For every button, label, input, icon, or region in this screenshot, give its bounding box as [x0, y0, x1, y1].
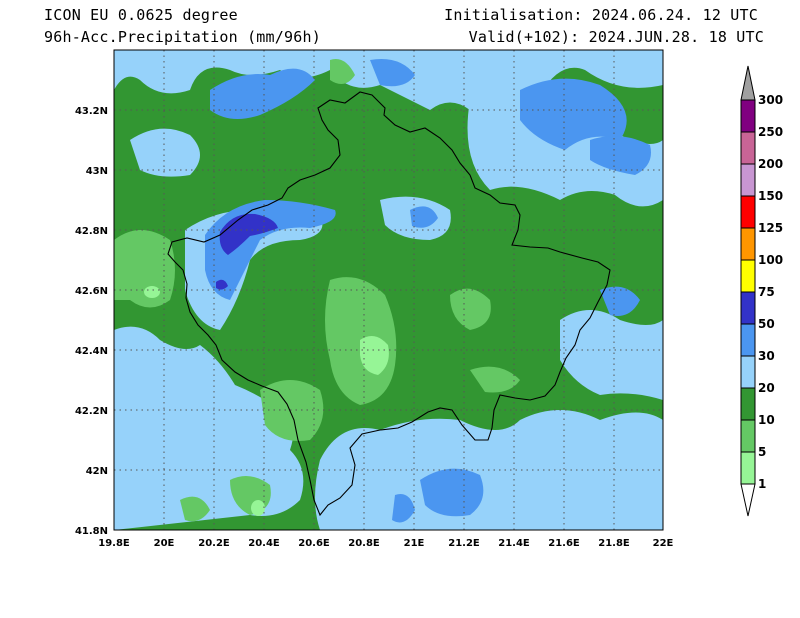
- legend-color-box: [740, 163, 756, 197]
- lat-label: 42.6N: [75, 286, 108, 297]
- variable-title: 96h-Acc.Precipitation (mm/96h): [44, 28, 321, 46]
- legend-color-box: [740, 355, 756, 389]
- color-legend: 300 250 200 150 125 100 75 50 30 20 10 5…: [740, 65, 783, 517]
- lon-label: 20E: [154, 538, 175, 549]
- country-border: [167, 91, 611, 517]
- lat-label: 42.4N: [75, 346, 108, 357]
- init-time: Initialisation: 2024.06.24. 12 UTC: [444, 6, 758, 24]
- lon-label: 21.8E: [598, 538, 630, 549]
- field-1-5: [144, 286, 389, 516]
- legend-color-box: [740, 451, 756, 485]
- legend-cap-bottom: [740, 483, 756, 517]
- legend-level: 1: [758, 477, 766, 491]
- legend-level: 20: [758, 381, 775, 395]
- legend-level: 50: [758, 317, 775, 331]
- lon-label: 20.2E: [198, 538, 230, 549]
- lat-label: 43N: [86, 166, 108, 177]
- legend-level: 250: [758, 125, 783, 139]
- legend-level: 150: [758, 189, 783, 203]
- field-50-75: [216, 213, 278, 290]
- legend-color-box: [740, 227, 756, 261]
- lat-label: 42.8N: [75, 226, 108, 237]
- valid-time: Valid(+102): 2024.JUN.28. 18 UTC: [468, 28, 764, 46]
- legend-cap-top: [740, 65, 756, 101]
- lon-label: 19.8E: [98, 538, 130, 549]
- map-frame: [113, 49, 664, 531]
- precipitation-field: [114, 50, 663, 530]
- lon-label: 22E: [653, 538, 674, 549]
- legend-level: 100: [758, 253, 783, 267]
- legend-color-box: [740, 419, 756, 453]
- legend-level: 30: [758, 349, 775, 363]
- legend-color-box: [740, 99, 756, 133]
- lat-label: 42.2N: [75, 406, 108, 417]
- legend-color-box: [740, 259, 756, 293]
- lat-label: 43.2N: [75, 106, 108, 117]
- lon-label: 20.6E: [298, 538, 330, 549]
- lon-label: 20.4E: [248, 538, 280, 549]
- lon-label: 20.8E: [348, 538, 380, 549]
- model-title: ICON EU 0.0625 degree: [44, 6, 238, 24]
- legend-color-box: [740, 387, 756, 421]
- lon-label: 21E: [404, 538, 425, 549]
- latitude-axis: 43.2N 43N 42.8N 42.6N 42.4N 42.2N 42N 41…: [75, 106, 108, 537]
- lat-label: 41.8N: [75, 526, 108, 537]
- legend-level: 5: [758, 445, 766, 459]
- legend-color-box: [740, 323, 756, 357]
- lon-label: 21.6E: [548, 538, 580, 549]
- legend-level: 125: [758, 221, 783, 235]
- legend-color-box: [740, 131, 756, 165]
- legend-level: 200: [758, 157, 783, 171]
- lon-label: 21.2E: [448, 538, 480, 549]
- legend-color-box: [740, 291, 756, 325]
- legend-level: 75: [758, 285, 775, 299]
- legend-level: 10: [758, 413, 775, 427]
- legend-level: 300: [758, 93, 783, 107]
- lon-label: 21.4E: [498, 538, 530, 549]
- legend-color-box: [740, 195, 756, 229]
- longitude-axis: 19.8E 20E 20.2E 20.4E 20.6E 20.8E 21E 21…: [98, 538, 673, 549]
- lat-label: 42N: [86, 466, 108, 477]
